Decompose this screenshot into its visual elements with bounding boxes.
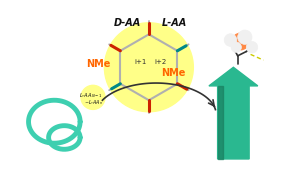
Text: NMe: NMe <box>161 68 185 78</box>
Text: i+1: i+1 <box>135 59 147 65</box>
Text: D-AA: D-AA <box>114 18 141 28</box>
Circle shape <box>224 34 237 46</box>
Text: L-AA: L-AA <box>162 18 187 28</box>
FancyArrow shape <box>209 67 258 159</box>
Text: ~L-AA$_{n}$: ~L-AA$_{n}$ <box>84 98 103 107</box>
Circle shape <box>246 42 258 53</box>
Circle shape <box>238 30 252 44</box>
Circle shape <box>232 33 249 50</box>
Circle shape <box>104 23 193 112</box>
Text: i+2: i+2 <box>155 59 167 65</box>
Text: L-AA$_{N-1}$: L-AA$_{N-1}$ <box>79 91 103 100</box>
Circle shape <box>231 42 241 52</box>
Text: NMe: NMe <box>86 59 110 69</box>
Circle shape <box>81 85 105 109</box>
